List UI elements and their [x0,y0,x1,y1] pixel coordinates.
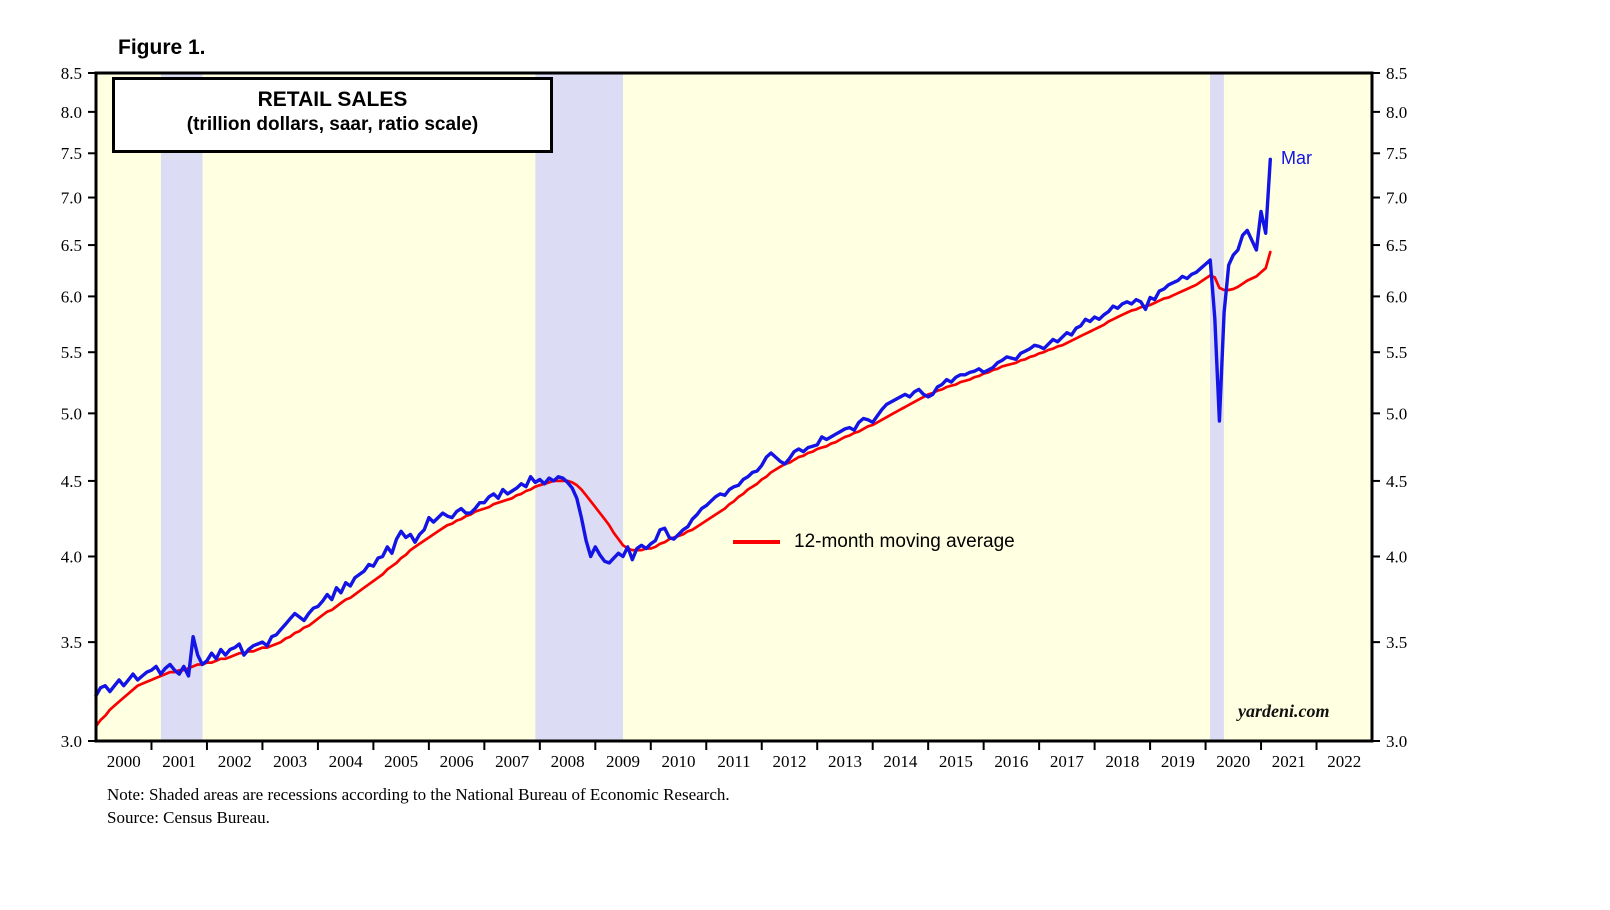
svg-text:2002: 2002 [218,752,252,771]
svg-text:2014: 2014 [883,752,918,771]
svg-text:8.5: 8.5 [1386,64,1407,83]
legend-label: 12-month moving average [794,531,1015,552]
series-end-label: Mar [1281,148,1312,168]
svg-text:8.5: 8.5 [61,64,82,83]
svg-text:6.5: 6.5 [61,236,82,255]
svg-text:7.0: 7.0 [1386,188,1407,207]
svg-text:5.5: 5.5 [1386,343,1407,362]
svg-text:2005: 2005 [384,752,418,771]
svg-text:7.0: 7.0 [61,188,82,207]
svg-text:2015: 2015 [939,752,973,771]
watermark: yardeni.com [1238,701,1330,721]
svg-text:3.0: 3.0 [61,732,82,751]
svg-text:8.0: 8.0 [1386,103,1407,122]
svg-text:2011: 2011 [717,752,750,771]
svg-text:6.0: 6.0 [61,287,82,306]
svg-text:5.5: 5.5 [61,343,82,362]
svg-text:2018: 2018 [1105,752,1139,771]
svg-text:2010: 2010 [662,752,696,771]
svg-text:2022: 2022 [1327,752,1361,771]
note-text: Note: Shaded areas are recessions accord… [107,785,730,804]
svg-text:5.0: 5.0 [61,404,82,423]
svg-text:4.5: 4.5 [1386,472,1407,491]
svg-text:2006: 2006 [440,752,474,771]
svg-text:4.0: 4.0 [1386,547,1407,566]
svg-text:2019: 2019 [1161,752,1195,771]
svg-text:3.5: 3.5 [1386,633,1407,652]
svg-text:2017: 2017 [1050,752,1085,771]
svg-text:8.0: 8.0 [61,103,82,122]
svg-text:3.0: 3.0 [1386,732,1407,751]
svg-text:4.0: 4.0 [61,547,82,566]
figure-label: Figure 1. [118,36,206,59]
svg-text:2000: 2000 [107,752,141,771]
svg-text:3.5: 3.5 [61,633,82,652]
svg-text:2003: 2003 [273,752,307,771]
svg-text:2008: 2008 [551,752,585,771]
svg-text:2004: 2004 [329,752,364,771]
svg-text:4.5: 4.5 [61,472,82,491]
chart-title-box: RETAIL SALES (trillion dollars, saar, ra… [112,77,553,153]
svg-text:7.5: 7.5 [61,144,82,163]
svg-text:5.0: 5.0 [1386,404,1407,423]
svg-text:2020: 2020 [1216,752,1250,771]
svg-text:2012: 2012 [772,752,806,771]
svg-text:2009: 2009 [606,752,640,771]
svg-text:6.5: 6.5 [1386,236,1407,255]
svg-text:2013: 2013 [828,752,862,771]
chart-subtitle: (trillion dollars, saar, ratio scale) [186,114,479,135]
svg-text:7.5: 7.5 [1386,144,1407,163]
legend: 12-month moving average [733,531,1015,553]
legend-line-swatch [733,540,780,544]
svg-text:2016: 2016 [994,752,1028,771]
svg-text:6.0: 6.0 [1386,287,1407,306]
svg-text:2021: 2021 [1272,752,1306,771]
svg-text:2007: 2007 [495,752,530,771]
source-text: Source: Census Bureau. [107,808,270,827]
svg-text:2001: 2001 [162,752,196,771]
chart-title: RETAIL SALES [257,88,408,111]
